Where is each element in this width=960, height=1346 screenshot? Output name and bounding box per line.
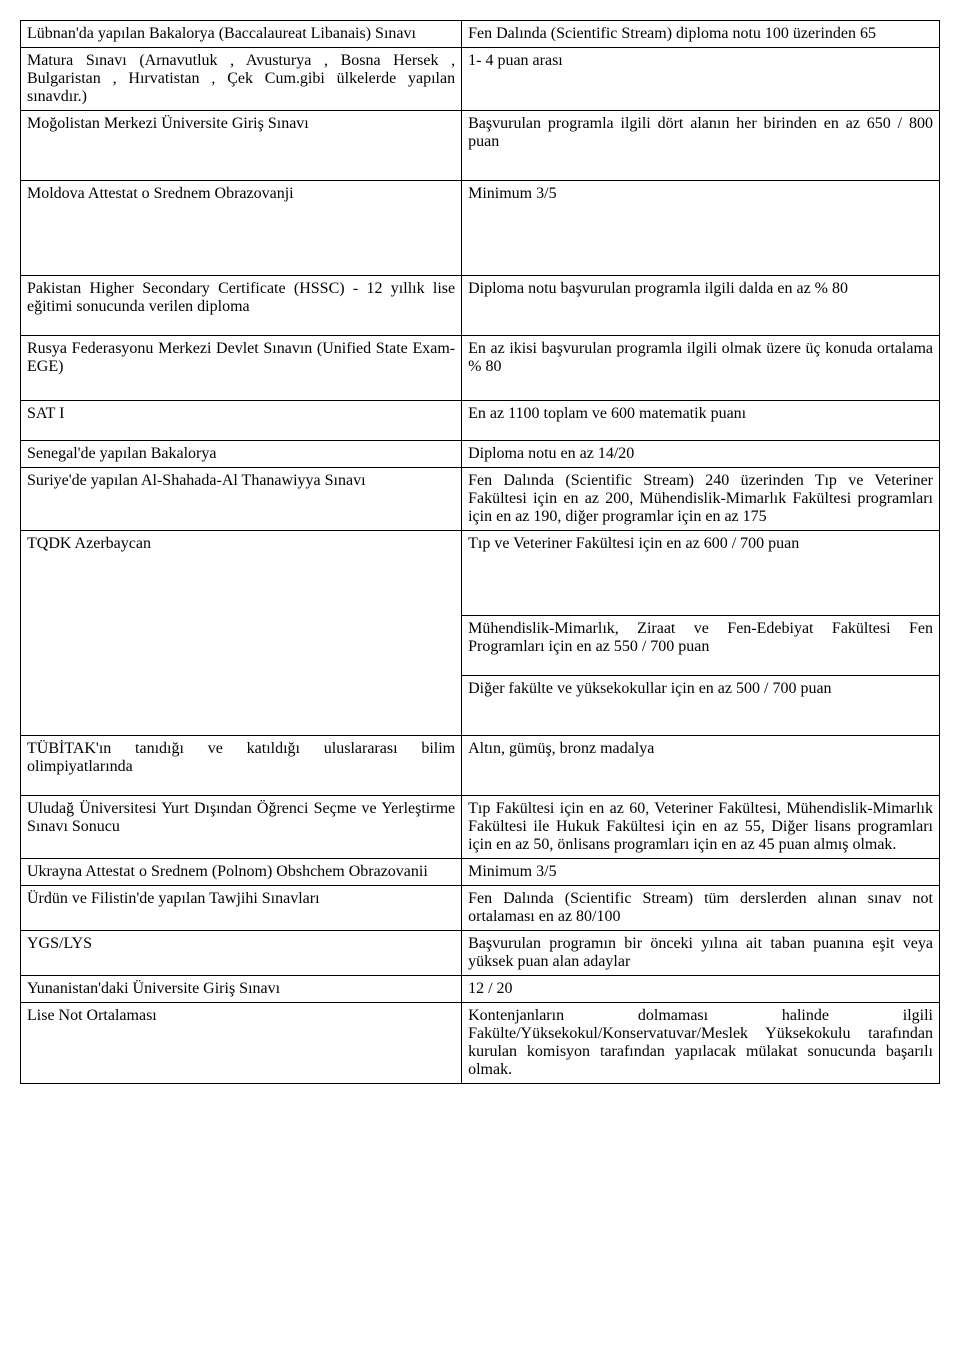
cell-text: Senegal'de yapılan Bakalorya	[27, 445, 216, 462]
exam-name-cell: TÜBİTAK'ın tanıdığı ve katıldığı uluslar…	[21, 736, 462, 796]
cell-text: Minimum 3/5	[468, 863, 556, 880]
table-row: SAT I En az 1100 toplam ve 600 matematik…	[21, 401, 940, 441]
requirement-cell: Başvurulan programın bir önceki yılına a…	[462, 931, 940, 976]
cell-text: En az 1100 toplam ve 600 matematik puanı	[468, 405, 746, 422]
exam-name-cell: SAT I	[21, 401, 462, 441]
table-row: Uludağ Üniversitesi Yurt Dışından Öğrenc…	[21, 796, 940, 859]
table-row: Ukrayna Attestat o Srednem (Polnom) Obsh…	[21, 859, 940, 886]
requirement-cell: Fen Dalında (Scientific Stream) diploma …	[462, 21, 940, 48]
table-row: Yunanistan'daki Üniversite Giriş Sınavı …	[21, 976, 940, 1003]
cell-text: Yunanistan'daki Üniversite Giriş Sınavı	[27, 980, 280, 997]
table-row: Rusya Federasyonu Merkezi Devlet Sınavın…	[21, 336, 940, 401]
table-row: Suriye'de yapılan Al-Shahada-Al Thanawiy…	[21, 468, 940, 531]
requirement-cell: En az 1100 toplam ve 600 matematik puanı	[462, 401, 940, 441]
requirement-cell: Tıp ve Veteriner Fakültesi için en az 60…	[462, 531, 940, 616]
requirement-cell: 1- 4 puan arası	[462, 48, 940, 111]
cell-text: Moldova Attestat o Srednem Obrazovanji	[27, 185, 294, 202]
cell-text: TÜBİTAK'ın tanıdığı ve katıldığı uluslar…	[27, 740, 455, 775]
cell-text: Minimum 3/5	[468, 185, 556, 202]
table-row: TQDK Azerbaycan Tıp ve Veteriner Fakülte…	[21, 531, 940, 616]
requirement-cell: Diğer fakülte ve yüksekokullar için en a…	[462, 676, 940, 736]
cell-text: En az ikisi başvurulan programla ilgili …	[468, 340, 933, 375]
table-row: Lübnan'da yapılan Bakalorya (Baccalaurea…	[21, 21, 940, 48]
table-row: Matura Sınavı (Arnavutluk , Avusturya , …	[21, 48, 940, 111]
requirements-table: Lübnan'da yapılan Bakalorya (Baccalaurea…	[20, 20, 940, 1084]
table-row: Ürdün ve Filistin'de yapılan Tawjihi Sın…	[21, 886, 940, 931]
exam-name-cell: Ürdün ve Filistin'de yapılan Tawjihi Sın…	[21, 886, 462, 931]
cell-text: Rusya Federasyonu Merkezi Devlet Sınavın…	[27, 340, 455, 375]
cell-text: Diploma notu en az 14/20	[468, 445, 634, 462]
requirement-cell: Altın, gümüş, bronz madalya	[462, 736, 940, 796]
requirement-cell: Tıp Fakültesi için en az 60, Veteriner F…	[462, 796, 940, 859]
requirement-cell: Başvurulan programla ilgili dört alanın …	[462, 111, 940, 181]
requirement-cell: En az ikisi başvurulan programla ilgili …	[462, 336, 940, 401]
cell-text: Lübnan'da yapılan Bakalorya (Baccalaurea…	[27, 25, 416, 42]
requirement-cell: Minimum 3/5	[462, 859, 940, 886]
cell-text: 12 / 20	[468, 980, 512, 997]
cell-text: Fen Dalında (Scientific Stream) 240 üzer…	[468, 472, 933, 525]
cell-text: Başvurulan programla ilgili dört alanın …	[468, 115, 933, 150]
exam-name-cell: Rusya Federasyonu Merkezi Devlet Sınavın…	[21, 336, 462, 401]
cell-text: Fen Dalında (Scientific Stream) diploma …	[468, 25, 876, 42]
requirement-cell: Diploma notu başvurulan programla ilgili…	[462, 276, 940, 336]
cell-text: Suriye'de yapılan Al-Shahada-Al Thanawiy…	[27, 472, 366, 489]
cell-text: Pakistan Higher Secondary Certificate (H…	[27, 280, 455, 315]
requirement-cell: Diploma notu en az 14/20	[462, 441, 940, 468]
table-row: Lise Not Ortalaması Kontenjanların dolma…	[21, 1003, 940, 1084]
exam-name-cell: Yunanistan'daki Üniversite Giriş Sınavı	[21, 976, 462, 1003]
requirement-cell: Minimum 3/5	[462, 181, 940, 276]
cell-text: Tıp Fakültesi için en az 60, Veteriner F…	[468, 800, 933, 853]
cell-text: Fen Dalında (Scientific Stream) tüm ders…	[468, 890, 933, 925]
cell-text: Başvurulan programın bir önceki yılına a…	[468, 935, 933, 970]
exam-name-cell: YGS/LYS	[21, 931, 462, 976]
exam-name-cell: Ukrayna Attestat o Srednem (Polnom) Obsh…	[21, 859, 462, 886]
cell-text: Altın, gümüş, bronz madalya	[468, 740, 654, 757]
cell-text: Mühendislik-Mimarlık, Ziraat ve Fen-Edeb…	[468, 620, 933, 655]
requirement-cell: Fen Dalında (Scientific Stream) 240 üzer…	[462, 468, 940, 531]
exam-name-cell: TQDK Azerbaycan	[21, 531, 462, 736]
requirement-cell: Mühendislik-Mimarlık, Ziraat ve Fen-Edeb…	[462, 616, 940, 676]
table-row: YGS/LYS Başvurulan programın bir önceki …	[21, 931, 940, 976]
exam-name-cell: Matura Sınavı (Arnavutluk , Avusturya , …	[21, 48, 462, 111]
table-row: Pakistan Higher Secondary Certificate (H…	[21, 276, 940, 336]
cell-text: Uludağ Üniversitesi Yurt Dışından Öğrenc…	[27, 800, 455, 835]
cell-text: YGS/LYS	[27, 935, 92, 952]
exam-name-cell: Pakistan Higher Secondary Certificate (H…	[21, 276, 462, 336]
table-row: Moğolistan Merkezi Üniversite Giriş Sına…	[21, 111, 940, 181]
cell-text: Kontenjanların dolmaması halinde ilgili …	[468, 1007, 933, 1078]
exam-name-cell: Suriye'de yapılan Al-Shahada-Al Thanawiy…	[21, 468, 462, 531]
cell-text: Matura Sınavı (Arnavutluk , Avusturya , …	[27, 52, 455, 105]
exam-name-cell: Lübnan'da yapılan Bakalorya (Baccalaurea…	[21, 21, 462, 48]
exam-name-cell: Moğolistan Merkezi Üniversite Giriş Sına…	[21, 111, 462, 181]
cell-text: TQDK Azerbaycan	[27, 535, 151, 552]
exam-name-cell: Lise Not Ortalaması	[21, 1003, 462, 1084]
table-row: Senegal'de yapılan Bakalorya Diploma not…	[21, 441, 940, 468]
requirement-cell: Fen Dalında (Scientific Stream) tüm ders…	[462, 886, 940, 931]
cell-text: Ukrayna Attestat o Srednem (Polnom) Obsh…	[27, 863, 428, 880]
requirement-cell: Kontenjanların dolmaması halinde ilgili …	[462, 1003, 940, 1084]
exam-name-cell: Senegal'de yapılan Bakalorya	[21, 441, 462, 468]
cell-text: 1- 4 puan arası	[468, 52, 563, 69]
requirement-cell: 12 / 20	[462, 976, 940, 1003]
cell-text: Lise Not Ortalaması	[27, 1007, 157, 1024]
exam-name-cell: Uludağ Üniversitesi Yurt Dışından Öğrenc…	[21, 796, 462, 859]
exam-name-cell: Moldova Attestat o Srednem Obrazovanji	[21, 181, 462, 276]
cell-text: SAT I	[27, 405, 65, 422]
table-row: Moldova Attestat o Srednem Obrazovanji M…	[21, 181, 940, 276]
cell-text: Ürdün ve Filistin'de yapılan Tawjihi Sın…	[27, 890, 320, 907]
cell-text: Diploma notu başvurulan programla ilgili…	[468, 280, 848, 297]
cell-text: Tıp ve Veteriner Fakültesi için en az 60…	[468, 535, 799, 552]
cell-text: Diğer fakülte ve yüksekokullar için en a…	[468, 680, 831, 697]
cell-text: Moğolistan Merkezi Üniversite Giriş Sına…	[27, 115, 309, 132]
table-row: TÜBİTAK'ın tanıdığı ve katıldığı uluslar…	[21, 736, 940, 796]
